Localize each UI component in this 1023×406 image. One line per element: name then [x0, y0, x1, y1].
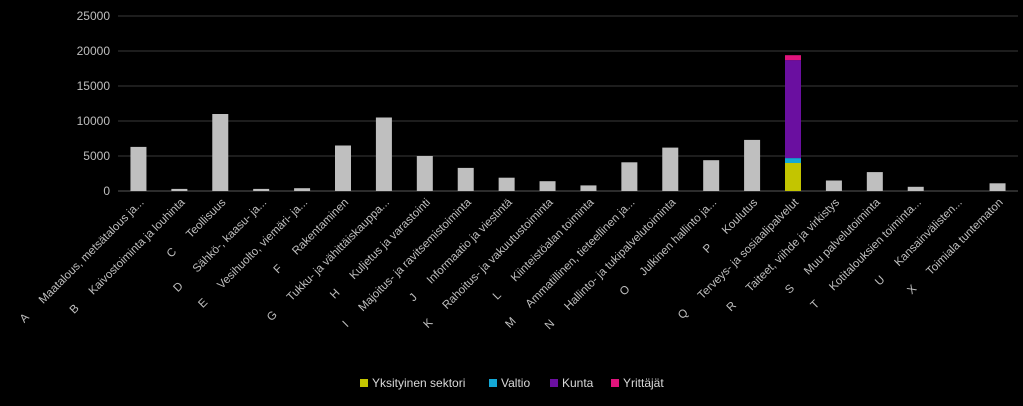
bar: [130, 146, 147, 191]
bar: [703, 160, 720, 191]
legend-label: Yrittäjät: [623, 376, 664, 390]
bars: [130, 55, 1006, 191]
legend-swatch: [489, 379, 497, 387]
bar: [457, 167, 474, 191]
bar: [621, 162, 638, 191]
y-tick-label: 15000: [77, 79, 111, 93]
bar: [294, 188, 311, 191]
bar: [662, 147, 679, 191]
bar: [498, 177, 515, 191]
category-code: I: [341, 319, 352, 330]
y-tick-label: 10000: [77, 114, 111, 128]
legend: Yksityinen sektori Valtio Kunta Yrittäjät: [360, 376, 664, 390]
y-axis: 0 5000 10000 15000 20000 25000: [77, 9, 111, 198]
legend-label: Valtio: [501, 376, 530, 390]
legend-label: Yksityinen sektori: [372, 376, 465, 390]
bar-segment-kunta: [785, 60, 801, 159]
bar: [744, 139, 761, 191]
legend-swatch: [550, 379, 558, 387]
bar: [866, 172, 883, 191]
y-tick-label: 5000: [83, 149, 110, 163]
bar: [335, 145, 351, 191]
y-tick-label: 0: [103, 184, 110, 198]
bar: [907, 186, 924, 191]
bar: [416, 156, 433, 191]
legend-label: Kunta: [562, 376, 594, 390]
y-tick-label: 20000: [77, 44, 111, 58]
bar: [989, 183, 1006, 191]
legend-swatch: [360, 379, 368, 387]
bar: [825, 180, 842, 191]
bar: [375, 117, 392, 191]
bar-segment-yksityinen-sektori: [785, 163, 801, 191]
bar-segment-yritt-j-t: [785, 55, 801, 61]
bar-segment-valtio: [785, 158, 801, 163]
legend-swatch: [611, 379, 619, 387]
bar: [580, 185, 597, 191]
y-tick-label: 25000: [77, 9, 111, 23]
bar: [171, 188, 188, 191]
bar: [253, 188, 270, 191]
bar: [212, 114, 229, 191]
bar: [539, 181, 556, 191]
